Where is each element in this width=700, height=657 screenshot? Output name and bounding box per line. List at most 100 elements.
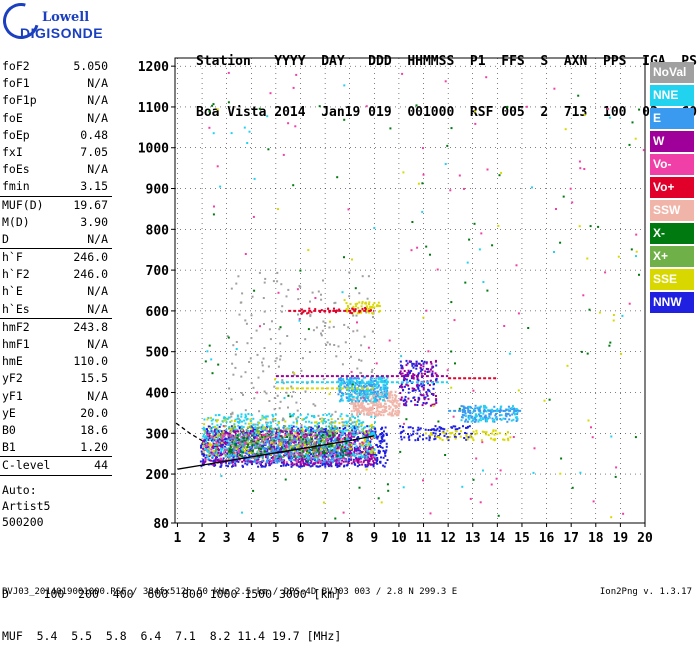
echo-point <box>221 442 223 444</box>
echo-point <box>271 320 273 322</box>
echo-point <box>284 439 286 441</box>
echo-point <box>284 448 286 450</box>
echo-point <box>403 436 405 438</box>
echo-point <box>490 413 492 415</box>
echo-point <box>337 465 339 467</box>
echo-point <box>374 421 376 423</box>
echo-point <box>480 415 482 417</box>
echo-point <box>401 438 403 440</box>
echo-point <box>244 319 246 321</box>
echo-point <box>413 388 415 390</box>
echo-point <box>343 461 345 463</box>
echo-point <box>374 400 376 402</box>
echo-point <box>305 463 307 465</box>
echo-point <box>348 421 350 423</box>
echo-point <box>333 344 335 346</box>
echo-point <box>263 358 265 360</box>
echo-point <box>500 469 502 471</box>
echo-point <box>326 438 328 440</box>
echo-point <box>450 387 452 389</box>
echo-point <box>362 301 364 303</box>
echo-point <box>212 456 214 458</box>
echo-point <box>471 416 473 418</box>
echo-point <box>331 421 333 423</box>
echo-point <box>254 442 256 444</box>
echo-point <box>288 425 290 427</box>
echo-point <box>502 439 504 441</box>
echo-point <box>235 354 237 356</box>
echo-point <box>299 270 301 272</box>
echo-point <box>297 288 299 290</box>
echo-point <box>213 103 215 105</box>
echo-point <box>385 427 387 429</box>
echo-point <box>362 445 364 447</box>
echo-point <box>251 439 253 441</box>
echo-point <box>492 420 494 422</box>
echo-point <box>495 413 497 415</box>
echo-point <box>244 450 246 452</box>
echo-point <box>301 424 303 426</box>
echo-point <box>218 449 220 451</box>
echo-point <box>343 425 345 427</box>
echo-point <box>292 391 294 393</box>
echo-point <box>245 447 247 449</box>
echo-point <box>285 479 287 481</box>
echo-point <box>333 440 335 442</box>
echo-point <box>290 463 292 465</box>
echo-point <box>297 410 299 412</box>
echo-point <box>516 408 518 410</box>
echo-point <box>245 253 247 255</box>
echo-point <box>301 431 303 433</box>
echo-point <box>365 390 367 392</box>
echo-point <box>422 365 424 367</box>
echo-point <box>360 422 362 424</box>
echo-point <box>300 433 302 435</box>
echo-point <box>553 251 555 253</box>
echo-point <box>256 330 258 332</box>
echo-point <box>241 292 243 294</box>
echo-point <box>400 370 402 372</box>
echo-point <box>356 433 358 435</box>
echo-point <box>262 457 264 459</box>
echo-point <box>215 457 217 459</box>
echo-point <box>215 459 217 461</box>
echo-point <box>328 419 330 421</box>
echo-point <box>237 425 239 427</box>
echo-point <box>241 441 243 443</box>
echo-point <box>424 373 426 375</box>
echo-point <box>396 402 398 404</box>
echo-point <box>367 298 369 300</box>
echo-point <box>364 336 366 338</box>
echo-point <box>349 312 351 314</box>
echo-point <box>444 433 446 435</box>
echo-point <box>303 418 305 420</box>
echo-point <box>259 108 261 110</box>
echo-point <box>461 416 463 418</box>
echo-point <box>402 389 404 391</box>
echo-point <box>284 425 286 427</box>
echo-point <box>288 434 290 436</box>
echo-point <box>444 454 446 456</box>
echo-point <box>368 443 370 445</box>
echo-point <box>461 419 463 421</box>
echo-point <box>473 418 475 420</box>
echo-point <box>223 420 225 422</box>
echo-point <box>504 418 506 420</box>
echo-point <box>350 456 352 458</box>
echo-point <box>243 459 245 461</box>
echo-point <box>253 290 255 292</box>
echo-point <box>251 442 253 444</box>
echo-point <box>255 424 257 426</box>
echo-point <box>376 436 378 438</box>
echo-point <box>272 418 274 420</box>
echo-point <box>286 295 288 297</box>
echo-point <box>417 377 419 379</box>
echo-point <box>509 353 511 355</box>
echo-point <box>423 174 425 176</box>
echo-point <box>490 438 492 440</box>
echo-point <box>272 458 274 460</box>
echo-point <box>308 426 310 428</box>
echo-point <box>298 466 300 468</box>
echo-point <box>362 435 364 437</box>
echo-point <box>258 377 260 379</box>
